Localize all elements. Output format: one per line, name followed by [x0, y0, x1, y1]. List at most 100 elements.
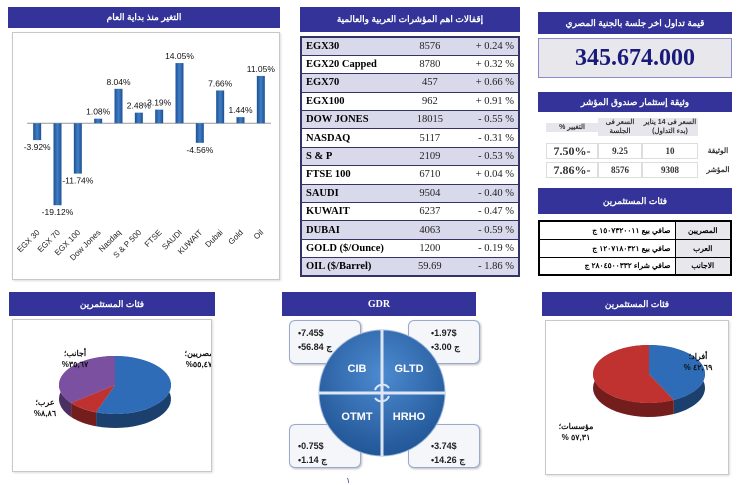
gdr-panel-title: GDR [367, 298, 391, 310]
index-value: 962 [400, 92, 460, 112]
index-change: - 0.19 % [459, 239, 519, 259]
pie-slice [649, 345, 705, 400]
bar-value-label: -19.12% [42, 207, 74, 217]
trade-value-box: 345.674.000 [538, 38, 732, 78]
bar-dubai [216, 90, 225, 124]
bar-ftse [155, 109, 164, 124]
bar-value-label: 1.08% [86, 107, 111, 117]
bar-gold [236, 117, 245, 124]
ytd-chart-frame: -3.92% EGX 30 -19.12% EGX 70 -11.74% EGX 100 1… [12, 32, 280, 280]
fund-header-change: التغيير % [546, 122, 598, 132]
ytd-bar-chart: -3.92%EGX 30-19.12%EGX 70-11.74%EGX 1001… [15, 51, 276, 262]
investors-row: المصريين صافي بيع ١٥٠٧٣٢٠٠١١ ج [538, 220, 732, 240]
index-change: + 0.24 % [459, 37, 519, 56]
index-name: NASDAQ [301, 128, 401, 148]
bar-nasdaq [114, 88, 123, 124]
gdr-egp-price: •56.84 ج [298, 342, 332, 352]
index-value: 457 [400, 73, 460, 93]
gdr-egp-price: •1.14 ج [298, 455, 327, 465]
ytd-panel-header: التغير منذ بداية العام [8, 7, 280, 28]
bar-dow-jones [94, 118, 103, 124]
fund-start-price: 10 [642, 142, 698, 159]
index-value: 1200 [400, 239, 460, 259]
fund-start-price: 9308 [642, 161, 698, 178]
gdr-egp-price: •3.00 ج [431, 342, 460, 352]
x-tick-label: Oil [252, 228, 265, 241]
indices-panel-title: إقفالات اهم المؤشرات العربية والعالمية [336, 14, 484, 24]
investor-net-value: صافي بيع ١٥٠٧٣٢٠٠١١ ج [538, 220, 676, 240]
investors-pie-left-chart: مصريين؛٥٥,٤٧% عرب؛٨,٨٦% أجانب؛ ٣٥,٦٧% [34, 346, 213, 428]
index-name: EGX20 Capped [301, 55, 401, 75]
fund-header-session-price: السعر فى الجلسة [598, 118, 642, 136]
ytd-panel-title: التغير منذ بداية العام [106, 12, 182, 22]
investors-pie-right-header: فئات المستثمرين [542, 292, 732, 316]
fund-session-price: 8576 [598, 161, 642, 178]
gdr-circle-diagram: CIB GLTD OTMT HRHO [318, 329, 446, 457]
bar-kuwait [195, 123, 204, 143]
index-row: EGX70 457 + 0.66 % [301, 73, 519, 93]
gdr-usd-price: •3.74$ [431, 441, 457, 451]
index-change: + 0.91 % [459, 92, 519, 112]
investors-pie-right-frame: أفراد؛ ٤٢,٦٩ % مؤسسات؛ ٥٧,٣١ % [545, 320, 729, 475]
index-name: EGX70 [301, 73, 401, 93]
index-row: GOLD ($/Ounce) 1200- 0.19 % [301, 239, 519, 259]
investors-panel-title: فئات المستثمرين [602, 195, 668, 206]
investors-pie-left-title: فئات المستثمرين [79, 298, 145, 309]
bar-value-label: -3.92% [24, 142, 51, 152]
fund-panel-header: وثيقة إستثمار صندوق المؤشر [538, 92, 732, 112]
gdr-usd-price: •7.45$ [298, 328, 324, 338]
index-row: EGX20 Capped 8780 + 0.32 % [301, 55, 519, 75]
bar-value-label: 11.05% [247, 64, 276, 74]
investor-net-value: صافي شراء ٢٨٠٤٥٠٠٣٣٢ ج [538, 256, 676, 276]
investors-pie-left-header: فئات المستثمرين [9, 292, 215, 316]
index-row: SAUDI 9504- 0.40 % [301, 184, 519, 204]
index-value: 18015 [400, 110, 460, 130]
bar-value-label: 14.05% [165, 51, 194, 61]
pie-label: مصريين؛ [185, 349, 211, 359]
index-row: EGX100 962 + 0.91 % [301, 92, 519, 112]
pie-label: أجانب؛ [64, 346, 86, 358]
pie-slice-side [71, 403, 97, 427]
pie-slice [59, 356, 115, 403]
index-row: DUBAI 4063- 0.59 % [301, 220, 519, 240]
index-row: EGX30 8576 + 0.24 % [301, 37, 519, 56]
index-name: KUWAIT [301, 202, 401, 222]
indices-table: EGX30 8576 + 0.24 % EGX20 Capped 8780 + 0.32 … [300, 36, 520, 278]
pie-label: أفراد؛ [689, 349, 708, 362]
investors-panel-header: فئات المستثمرين [538, 188, 732, 214]
index-change: - 0.55 % [459, 110, 519, 130]
fund-panel-title: وثيقة إستثمار صندوق المؤشر [580, 96, 690, 107]
gdr-quadrant-otmt: OTMT [341, 411, 372, 423]
pie-slice [96, 356, 171, 414]
fund-change: -7.50% [546, 142, 598, 159]
investors-row: الاجانب صافي شراء ٢٨٠٤٥٠٠٣٣٢ ج [538, 256, 732, 276]
indices-panel-header: إقفالات اهم المؤشرات العربية والعالمية [300, 7, 520, 32]
index-value: 8780 [400, 55, 460, 75]
index-row: S & P 2109- 0.53 % [301, 147, 519, 167]
index-value: 6237 [400, 202, 460, 222]
pie-value-label: ٣٥,٦٧% [62, 360, 89, 369]
index-change: + 0.04 % [459, 165, 519, 185]
index-value: 59.69 [400, 257, 460, 277]
pie-value-label: ٥٥,٤٧% [186, 360, 211, 369]
bar-egx-30 [33, 123, 42, 141]
index-change: - 1.86 % [459, 257, 519, 277]
index-change: - 0.47 % [459, 202, 519, 222]
gdr-usd-price: •1.97$ [431, 328, 457, 338]
pie-label: مؤسسات؛ [559, 422, 594, 432]
index-name: SAUDI [301, 184, 401, 204]
fund-row-document: الوثيقة 10 9.25 -7.50% [538, 142, 738, 159]
index-name: OIL ($/Barrel) [301, 257, 401, 277]
fund-session-price: 9.25 [598, 142, 642, 159]
gdr-usd-price: •0.75$ [298, 441, 324, 451]
pie-value-label: ٥٧,٣١ % [562, 433, 591, 442]
index-value: 6710 [400, 165, 460, 185]
pie-slice [592, 345, 674, 403]
index-name: DOW JONES [301, 110, 401, 130]
investor-category: الاجانب [674, 256, 732, 276]
index-value: 4063 [400, 220, 460, 240]
investor-category: المصريين [674, 220, 732, 240]
pie-value-label: ٤٢,٦٩ % [684, 363, 713, 372]
index-change: + 0.32 % [459, 55, 519, 75]
fund-row-index: المؤشر 9308 8576 -7.86% [538, 161, 738, 178]
